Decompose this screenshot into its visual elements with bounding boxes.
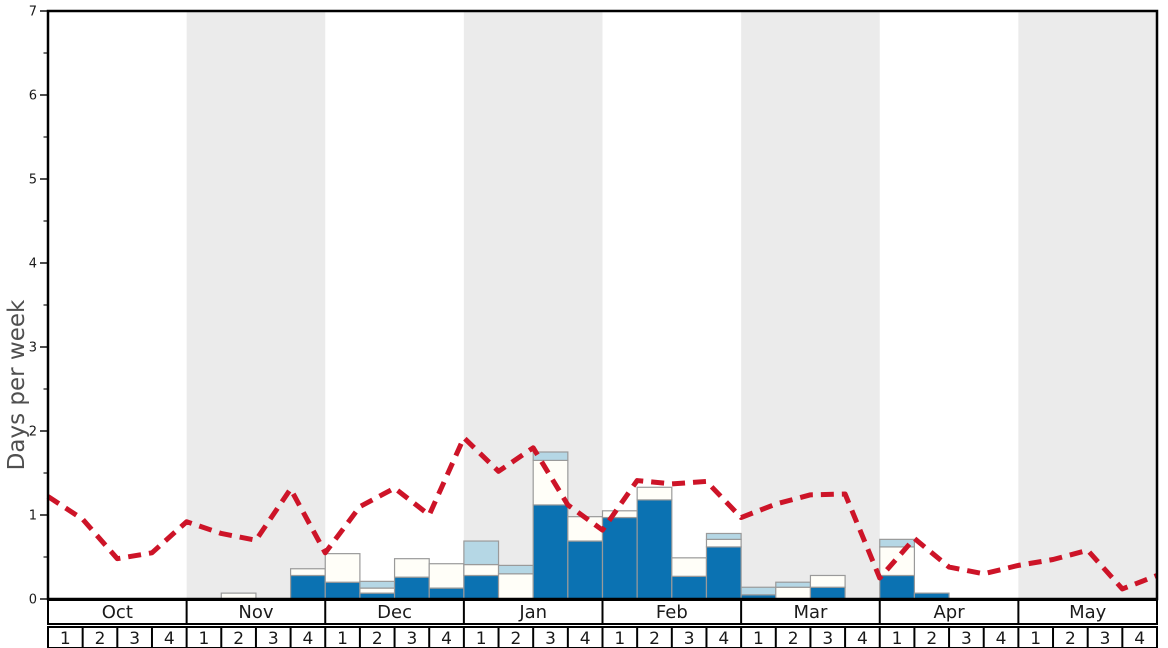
week-number-label: 3 <box>684 629 695 648</box>
week-number-label: 1 <box>476 629 487 648</box>
bar-segment-white-days <box>775 586 812 600</box>
y-tick-label: 3 <box>29 341 37 356</box>
week-number-label: 1 <box>614 629 625 648</box>
month-label: Apr <box>933 602 965 623</box>
bar-segment-white-days <box>324 553 361 583</box>
bar-segment-white-days <box>497 573 534 600</box>
week-number-label: 4 <box>1134 629 1145 648</box>
month-label: Dec <box>377 602 412 623</box>
bar-segment-white-days <box>879 546 916 577</box>
bar-segment-dark-blue-days <box>879 574 916 600</box>
bar-segment-dark-blue-days <box>393 576 430 600</box>
bar-segment-white-days <box>289 568 326 577</box>
y-axis-title: Days per week <box>4 299 30 470</box>
bar-segment-light-blue-days <box>532 451 569 461</box>
month-band <box>1018 11 1157 599</box>
week-number-label: 4 <box>718 629 729 648</box>
bar-segment-light-blue-days <box>463 540 500 566</box>
bar-segment-light-blue-days <box>705 532 742 540</box>
bar-segment-dark-blue-days <box>636 499 673 600</box>
y-tick-label: 0 <box>29 593 37 608</box>
y-tick-label: 2 <box>29 425 37 440</box>
bar-segment-dark-blue-days <box>428 587 465 600</box>
bar-segment-dark-blue-days <box>463 574 500 600</box>
bar-segment-white-days <box>463 563 500 577</box>
week-number-label: 2 <box>926 629 937 648</box>
y-tick-label: 1 <box>29 509 37 524</box>
y-tick-label: 7 <box>29 5 37 20</box>
bar-segment-light-blue-days <box>359 580 396 589</box>
bar-segment-white-days <box>393 558 430 578</box>
bar-segment-white-days <box>601 510 638 519</box>
week-number-label: 1 <box>60 629 71 648</box>
bar-segment-dark-blue-days <box>532 504 569 600</box>
week-number-label: 2 <box>788 629 799 648</box>
month-label: Nov <box>238 602 273 623</box>
bar-segment-white-days <box>809 574 846 588</box>
week-number-label: 2 <box>649 629 660 648</box>
bar-segment-dark-blue-days <box>705 546 742 600</box>
week-number-label: 4 <box>303 629 314 648</box>
week-number-label: 4 <box>441 629 452 648</box>
week-number-label: 2 <box>510 629 521 648</box>
week-number-label: 3 <box>961 629 972 648</box>
bar-segment-dark-blue-days <box>809 586 846 600</box>
bar-segment-white-days <box>532 459 569 506</box>
month-label: Mar <box>793 602 828 623</box>
week-number-label: 3 <box>129 629 140 648</box>
y-tick-label: 4 <box>29 257 37 272</box>
y-tick-label: 6 <box>29 89 37 104</box>
bar-segment-white-days <box>428 563 465 589</box>
bar-segment-dark-blue-days <box>324 581 361 600</box>
week-number-label: 3 <box>822 629 833 648</box>
month-label: Oct <box>102 602 133 623</box>
bar-segment-dark-blue-days <box>601 516 638 600</box>
bar-segment-white-days <box>705 538 742 548</box>
week-number-label: 1 <box>199 629 210 648</box>
week-number-label: 1 <box>892 629 903 648</box>
bar-segment-white-days <box>359 587 396 594</box>
week-number-label: 4 <box>580 629 591 648</box>
week-number-label: 1 <box>1030 629 1041 648</box>
week-number-label: 4 <box>996 629 1007 648</box>
bar-segment-light-blue-days <box>497 564 534 575</box>
week-number-label: 3 <box>1100 629 1111 648</box>
bar-segment-dark-blue-days <box>289 574 326 600</box>
week-number-label: 3 <box>545 629 556 648</box>
week-number-label: 2 <box>95 629 106 648</box>
week-number-label: 2 <box>233 629 244 648</box>
month-label: Jan <box>518 602 547 623</box>
bar-segment-white-days <box>671 557 708 577</box>
week-number-label: 2 <box>1065 629 1076 648</box>
bar-segment-light-blue-days <box>775 581 812 588</box>
month-label: Feb <box>656 602 688 623</box>
week-number-label: 4 <box>164 629 175 648</box>
red-dashed-average-line <box>46 435 1158 592</box>
bar-segment-white-days <box>636 486 673 501</box>
week-number-label: 1 <box>337 629 348 648</box>
week-number-label: 3 <box>406 629 417 648</box>
week-number-label: 3 <box>268 629 279 648</box>
bar-segment-dark-blue-days <box>567 540 604 600</box>
month-band <box>741 11 880 599</box>
month-band <box>186 11 326 599</box>
bar-segment-dark-blue-days <box>671 575 708 600</box>
month-label: May <box>1069 602 1107 623</box>
week-number-label: 2 <box>372 629 383 648</box>
week-number-label: 4 <box>857 629 868 648</box>
week-number-label: 1 <box>753 629 764 648</box>
y-tick-label: 5 <box>29 173 37 188</box>
bar-segment-light-blue-days <box>879 538 916 548</box>
bar-segment-light-blue-days <box>740 586 777 596</box>
